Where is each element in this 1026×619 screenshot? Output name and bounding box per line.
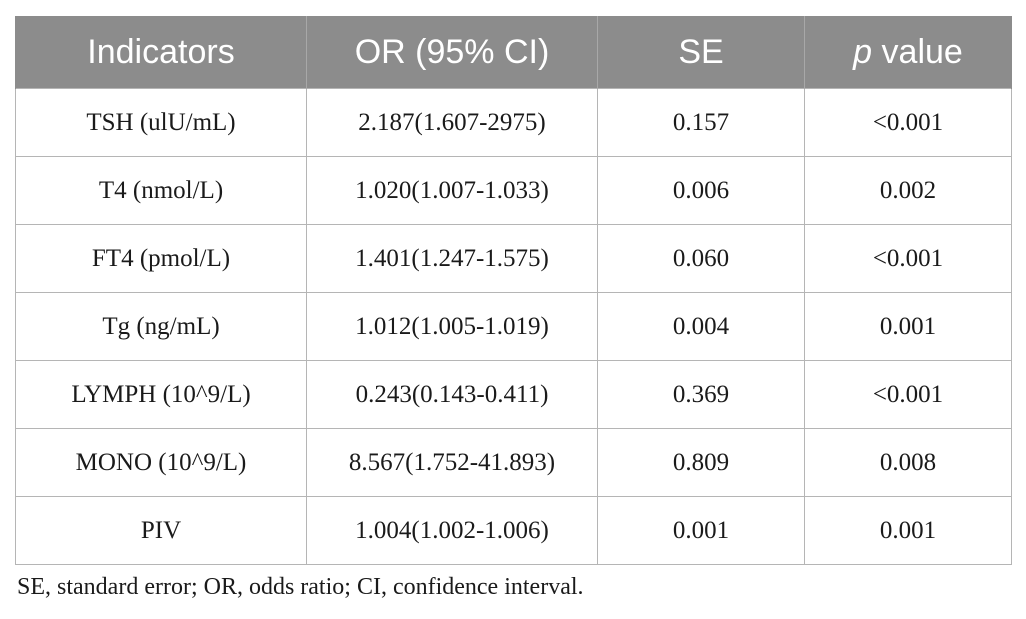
cell-se: 0.006 xyxy=(597,156,805,225)
cell-or-ci: 1.012(1.005-1.019) xyxy=(306,292,598,361)
table-body: TSH (ulU/mL) 2.187(1.607-2975) 0.157 <0.… xyxy=(15,88,1012,565)
cell-se: 0.369 xyxy=(597,360,805,429)
table-footnote: SE, standard error; OR, odds ratio; CI, … xyxy=(17,574,584,600)
cell-or-ci: 1.401(1.247-1.575) xyxy=(306,224,598,293)
header-row: Indicators OR (95% CI) SE p value xyxy=(15,16,1012,89)
header-or-ci: OR (95% CI) xyxy=(306,16,598,89)
cell-indicator: MONO (10^9/L) xyxy=(15,428,307,497)
cell-se: 0.004 xyxy=(597,292,805,361)
cell-se: 0.001 xyxy=(597,496,805,565)
cell-or-ci: 2.187(1.607-2975) xyxy=(306,88,598,157)
cell-p-value: <0.001 xyxy=(804,224,1012,293)
cell-p-value: 0.002 xyxy=(804,156,1012,225)
cell-indicator: Tg (ng/mL) xyxy=(15,292,307,361)
cell-p-value: 0.001 xyxy=(804,496,1012,565)
table-row: Tg (ng/mL) 1.012(1.005-1.019) 0.004 0.00… xyxy=(15,292,1012,361)
table-row: LYMPH (10^9/L) 0.243(0.143-0.411) 0.369 … xyxy=(15,360,1012,429)
cell-p-value: 0.001 xyxy=(804,292,1012,361)
cell-or-ci: 8.567(1.752-41.893) xyxy=(306,428,598,497)
table-row: FT4 (pmol/L) 1.401(1.247-1.575) 0.060 <0… xyxy=(15,224,1012,293)
table-header: Indicators OR (95% CI) SE p value xyxy=(15,16,1012,89)
results-table-container: Indicators OR (95% CI) SE p value TSH (u… xyxy=(15,16,1012,565)
cell-indicator: PIV xyxy=(15,496,307,565)
header-indicators: Indicators xyxy=(15,16,307,89)
cell-indicator: FT4 (pmol/L) xyxy=(15,224,307,293)
cell-or-ci: 0.243(0.143-0.411) xyxy=(306,360,598,429)
table-row: PIV 1.004(1.002-1.006) 0.001 0.001 xyxy=(15,496,1012,565)
cell-p-value: <0.001 xyxy=(804,88,1012,157)
cell-indicator: LYMPH (10^9/L) xyxy=(15,360,307,429)
cell-p-value: 0.008 xyxy=(804,428,1012,497)
header-p-value: p value xyxy=(804,16,1012,89)
header-p-rest: value xyxy=(872,32,963,71)
table-row: TSH (ulU/mL) 2.187(1.607-2975) 0.157 <0.… xyxy=(15,88,1012,157)
cell-or-ci: 1.004(1.002-1.006) xyxy=(306,496,598,565)
table-row: T4 (nmol/L) 1.020(1.007-1.033) 0.006 0.0… xyxy=(15,156,1012,225)
header-p-italic: p xyxy=(853,32,873,71)
cell-p-value: <0.001 xyxy=(804,360,1012,429)
cell-or-ci: 1.020(1.007-1.033) xyxy=(306,156,598,225)
cell-indicator: T4 (nmol/L) xyxy=(15,156,307,225)
header-se: SE xyxy=(597,16,805,89)
cell-se: 0.809 xyxy=(597,428,805,497)
table-row: MONO (10^9/L) 8.567(1.752-41.893) 0.809 … xyxy=(15,428,1012,497)
cell-indicator: TSH (ulU/mL) xyxy=(15,88,307,157)
cell-se: 0.157 xyxy=(597,88,805,157)
results-table: Indicators OR (95% CI) SE p value TSH (u… xyxy=(15,16,1012,565)
cell-se: 0.060 xyxy=(597,224,805,293)
